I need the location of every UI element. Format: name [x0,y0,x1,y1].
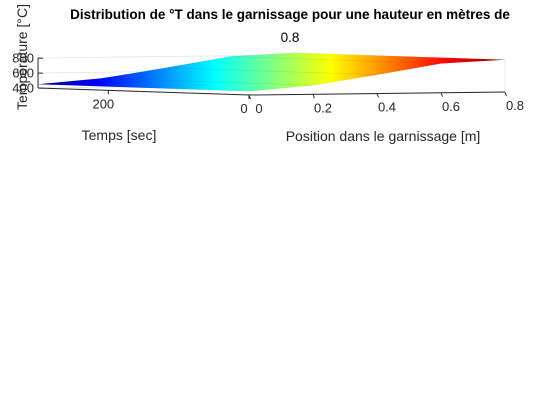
x-tick-label: 0.6 [442,99,460,114]
x-tick-label: 0.2 [314,100,332,115]
x-axis-ticks: 0 0.2 0.4 0.6 0.8 [249,92,524,116]
y-tick-label: 200 [92,96,114,111]
y-axis-label: Temps [sec] [82,127,157,143]
x-tick-label: 0 [255,101,262,116]
chart-title: Distribution de °T dans le garnissage po… [70,7,510,22]
x-axis-label: Position dans le garnissage [m] [286,128,481,144]
x-tick-label: 0.4 [378,100,396,115]
z-axis-label: Température [°C] [14,4,30,110]
x-tick-label: 0.8 [506,98,524,113]
y-tick-label: 0 [240,101,247,116]
chart-subtitle: 0.8 [281,30,300,45]
